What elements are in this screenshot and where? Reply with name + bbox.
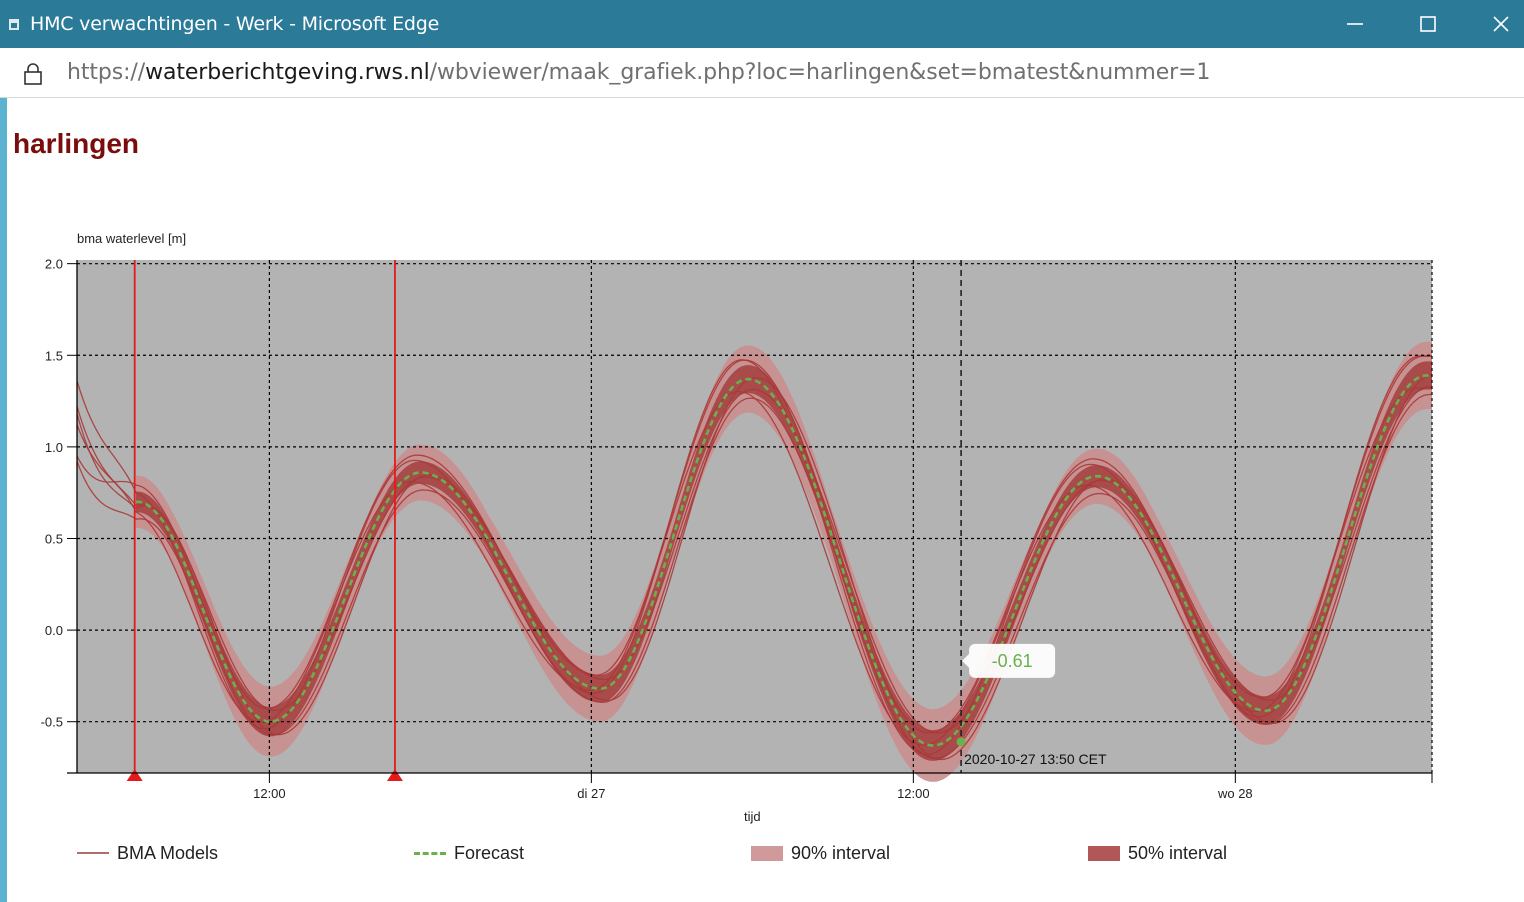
vertical-marker-triangle: [386, 769, 403, 781]
address-bar[interactable]: https://waterberichtgeving.rws.nl/wbview…: [0, 48, 1524, 98]
forecast-line: [136, 374, 1432, 747]
minimize-button[interactable]: [1320, 0, 1390, 48]
close-button[interactable]: [1466, 0, 1524, 48]
y-tick-label: 2.0: [45, 257, 63, 272]
bma-model-line: [76, 355, 1432, 756]
legend-item-50-interval[interactable]: 50% interval: [1088, 840, 1227, 866]
y-axis-label: bma waterlevel [m]: [77, 231, 186, 246]
legend-swatch-line: [77, 852, 109, 854]
x-tick-label: 12:00: [897, 786, 930, 801]
legend-item-forecast[interactable]: Forecast: [414, 840, 524, 866]
legend-item-90-interval[interactable]: 90% interval: [751, 840, 890, 866]
y-tick-label: 1.0: [45, 440, 63, 455]
tooltip-box: [962, 643, 1056, 678]
page-title: harlingen: [13, 128, 140, 159]
x-tick-label: wo 28: [1217, 786, 1253, 801]
background-desktop-strip: [0, 98, 7, 902]
waterlevel-chart: -0.5 0.0 0.5 1.0 1.5 2.0 12:00 di 27 12:00 wo 28 -…: [41, 231, 1433, 824]
url-path: /wbviewer/maak_grafiek.php?loc=harlingen…: [429, 60, 1211, 85]
close-icon: [1493, 16, 1509, 32]
window-title: HMC verwachtingen - Werk - Microsoft Edg…: [30, 13, 440, 35]
x-axis-label: tijd: [744, 809, 761, 824]
lock-icon: [24, 63, 42, 85]
maximize-button[interactable]: [1393, 0, 1463, 48]
y-tick-label: 0.5: [45, 531, 63, 546]
legend-swatch-dashed: [414, 851, 446, 855]
url-text[interactable]: https://waterberichtgeving.rws.nl/wbview…: [67, 60, 1210, 85]
legend-label: 50% interval: [1128, 842, 1228, 863]
y-tick-label: 0.0: [45, 623, 63, 638]
maximize-icon: [1420, 16, 1436, 32]
bma-model-line: [76, 355, 1432, 734]
y-tick-label: 1.5: [45, 348, 63, 363]
legend-label: BMA Models: [117, 842, 219, 863]
y-tick-label: -0.5: [41, 715, 63, 730]
bma-model-line: [76, 393, 1432, 759]
edge-app-icon: [9, 19, 19, 30]
window-titlebar: HMC verwachtingen - Werk - Microsoft Edg…: [0, 0, 1524, 48]
legend-label: Forecast: [454, 842, 525, 863]
crosshair-time-label: 2020-10-27 13:50 CET: [964, 751, 1107, 767]
legend-swatch-box: [1088, 845, 1120, 861]
url-scheme: https://: [67, 60, 146, 85]
x-tick-label: di 27: [577, 786, 605, 801]
url-host: waterberichtgeving.rws.nl: [145, 60, 430, 85]
legend-label: 90% interval: [791, 842, 891, 863]
bma-model-line: [76, 385, 1433, 734]
x-tick-label: 12:00: [253, 786, 286, 801]
highlight-point: [956, 737, 966, 747]
minimize-icon: [1347, 23, 1363, 25]
band-90-interval: [136, 341, 1432, 782]
legend-item-bma-models[interactable]: BMA Models: [77, 840, 218, 866]
legend-swatch-box: [751, 845, 783, 861]
vertical-marker-triangle: [126, 769, 143, 781]
tooltip-value: -0.61: [992, 651, 1033, 671]
